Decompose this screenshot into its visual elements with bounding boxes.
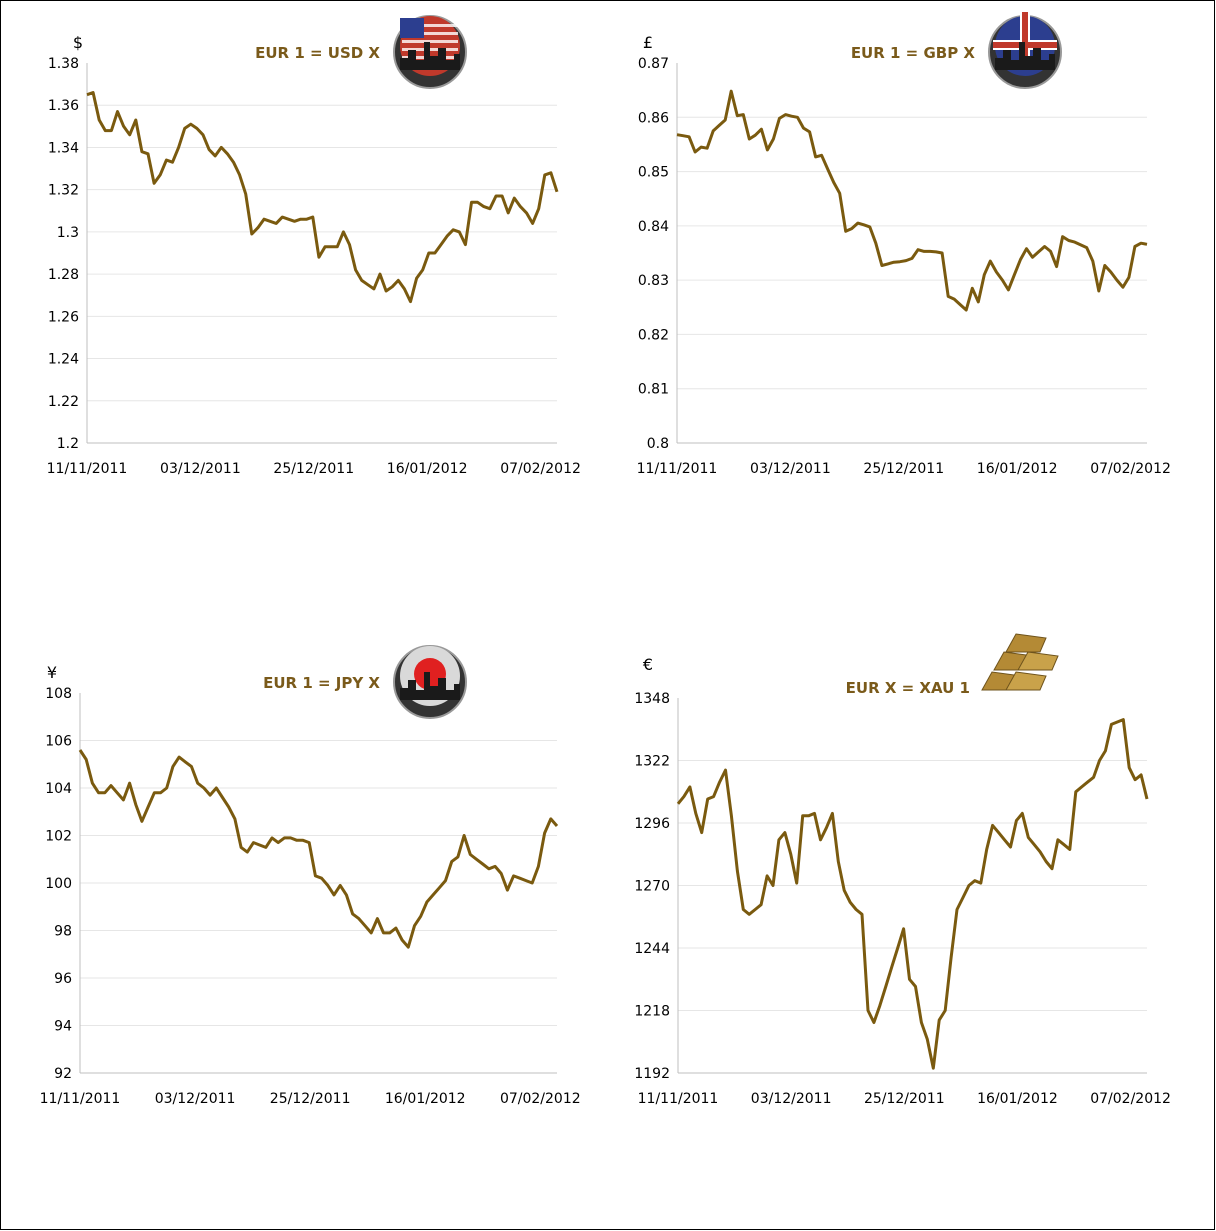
japan-flag-icon xyxy=(393,645,467,719)
y-tick-label: 1296 xyxy=(634,816,670,832)
y-tick-label: 1.3 xyxy=(57,225,79,241)
gold-bar-shape xyxy=(1005,633,1047,653)
y-tick-label: 1.28 xyxy=(48,267,79,283)
uk-flag-icon xyxy=(988,12,1062,89)
x-tick-label: 07/02/2012 xyxy=(1090,461,1171,477)
unit-label: $ xyxy=(73,33,83,52)
y-tick-label: 1.34 xyxy=(48,140,79,156)
x-tick-label: 07/02/2012 xyxy=(500,1091,581,1107)
y-tick-label: 0.82 xyxy=(638,327,669,343)
series-line xyxy=(676,718,1149,1070)
x-tick-label: 16/01/2012 xyxy=(977,1091,1058,1107)
gold-bar-shape xyxy=(1005,671,1047,691)
x-tick-label: 25/12/2011 xyxy=(863,461,944,477)
y-tick-label: 104 xyxy=(45,781,72,797)
y-tick-label: 1.38 xyxy=(48,56,79,72)
y-tick-label: 1348 xyxy=(634,691,670,707)
x-tick-label: 03/12/2011 xyxy=(160,461,241,477)
x-tick-label: 07/02/2012 xyxy=(500,461,581,477)
chart-title: EUR 1 = GBP X xyxy=(851,44,976,62)
x-tick-label: 16/01/2012 xyxy=(385,1091,466,1107)
x-tick-label: 11/11/2011 xyxy=(637,461,718,477)
series-line xyxy=(78,749,559,949)
x-tick-label: 25/12/2011 xyxy=(270,1091,351,1107)
y-tick-label: 1192 xyxy=(634,1066,670,1082)
series-line xyxy=(86,91,559,304)
gbp-chart: 0.87 0.86 0.85 0.84 0.83 0.82 0.81 0.8 11/11/201… xyxy=(637,12,1171,477)
y-tick-label: 1218 xyxy=(634,1004,670,1020)
y-tick-label: 92 xyxy=(54,1066,72,1082)
y-tick-label: 0.8 xyxy=(647,436,669,452)
unit-label: € xyxy=(643,655,653,674)
x-tick-label: 11/11/2011 xyxy=(638,1091,719,1107)
unit-label: ¥ xyxy=(47,663,57,682)
y-tick-label: 0.84 xyxy=(638,219,669,235)
x-tick-label: 25/12/2011 xyxy=(273,461,354,477)
gold-bar-shape xyxy=(1017,651,1059,671)
y-tick-label: 1322 xyxy=(634,754,670,770)
x-tick-label: 16/01/2012 xyxy=(387,461,468,477)
y-tick-label: 1.2 xyxy=(57,436,79,452)
y-tick-label: 106 xyxy=(45,734,72,750)
usd-chart: 1.38 1.36 1.34 1.32 1.3 1.28 1.26 1.24 1.22 1.2 11… xyxy=(47,15,581,477)
x-tick-label: 03/12/2011 xyxy=(751,1091,832,1107)
x-tick-label: 11/11/2011 xyxy=(40,1091,121,1107)
y-tick-label: 1.26 xyxy=(48,309,79,325)
y-tick-label: 1270 xyxy=(634,879,670,895)
x-tick-label: 07/02/2012 xyxy=(1090,1091,1171,1107)
y-tick-label: 108 xyxy=(45,686,72,702)
gold-bars-icon xyxy=(981,633,1059,691)
y-tick-label: 0.81 xyxy=(638,382,669,398)
y-tick-label: 1.36 xyxy=(48,98,79,114)
x-tick-label: 25/12/2011 xyxy=(864,1091,945,1107)
y-tick-label: 0.83 xyxy=(638,273,669,289)
y-tick-label: 1.24 xyxy=(48,352,79,368)
x-tick-label: 11/11/2011 xyxy=(47,461,128,477)
y-tick-label: 1244 xyxy=(634,941,670,957)
x-tick-label: 16/01/2012 xyxy=(977,461,1058,477)
y-tick-label: 94 xyxy=(54,1019,72,1035)
us-flag-icon xyxy=(393,15,467,89)
y-tick-label: 0.85 xyxy=(638,165,669,181)
jpy-chart: 108 106 104 102 100 98 96 94 92 11/11/2011 03/12/2… xyxy=(40,645,581,1107)
x-tick-label: 03/12/2011 xyxy=(155,1091,236,1107)
y-tick-label: 0.86 xyxy=(638,110,669,126)
chart-title: EUR X = XAU 1 xyxy=(846,679,970,697)
y-tick-label: 96 xyxy=(54,971,72,987)
series-line xyxy=(676,89,1148,312)
y-tick-label: 98 xyxy=(54,924,72,940)
y-tick-label: 1.22 xyxy=(48,394,79,410)
chart-title: EUR 1 = USD X xyxy=(255,44,380,62)
unit-label: £ xyxy=(643,33,653,52)
y-tick-label: 100 xyxy=(45,876,72,892)
y-tick-label: 102 xyxy=(45,829,72,845)
y-tick-label: 1.32 xyxy=(48,183,79,199)
chart-title: EUR 1 = JPY X xyxy=(263,674,380,692)
y-tick-label: 0.87 xyxy=(638,56,669,72)
x-tick-label: 03/12/2011 xyxy=(750,461,831,477)
xau-chart: 1348 1322 1296 1270 1244 1218 1192 11/11/2011 03… xyxy=(634,633,1171,1107)
